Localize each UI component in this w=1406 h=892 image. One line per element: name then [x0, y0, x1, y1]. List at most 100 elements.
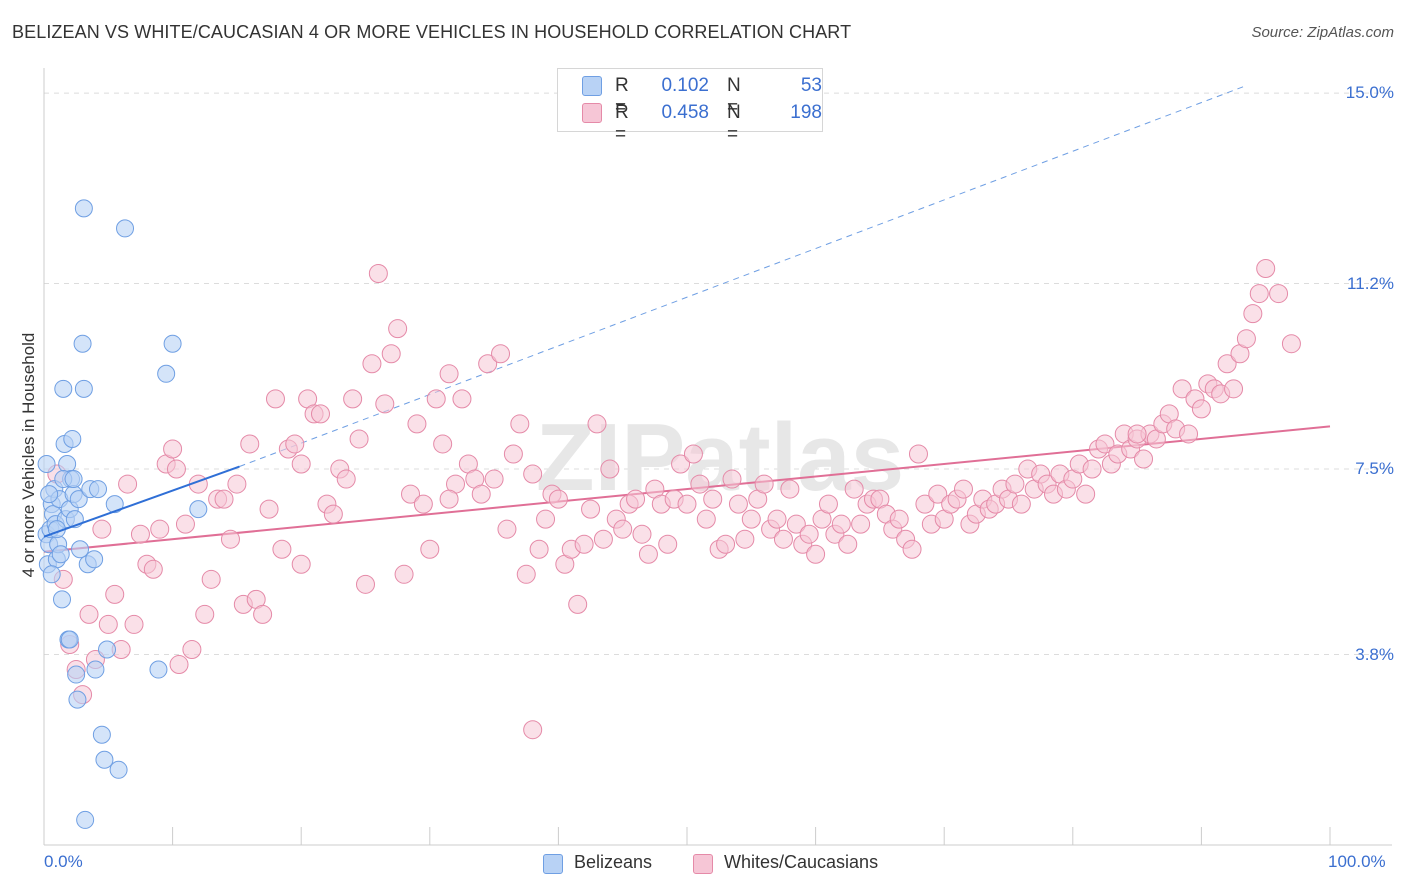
bottom-legend-swatch-blue	[543, 854, 563, 874]
data-point-whites-caucasians	[754, 474, 774, 494]
data-point-whites-caucasians	[484, 469, 504, 489]
data-point-whites-caucasians	[677, 494, 697, 514]
trend-line-belizeans-extension	[239, 85, 1247, 467]
data-point-whites-caucasians	[523, 720, 543, 740]
y-tick-label: 3.8%	[1355, 644, 1394, 664]
legend-r-label: R =	[615, 75, 629, 118]
data-point-belizeans	[149, 660, 168, 679]
data-point-whites-caucasians	[1269, 284, 1289, 304]
data-point-whites-caucasians	[259, 499, 279, 519]
data-point-whites-caucasians	[407, 414, 427, 434]
data-point-whites-caucasians	[529, 539, 549, 559]
data-point-whites-caucasians	[124, 614, 144, 634]
data-point-belizeans	[71, 540, 90, 559]
data-point-whites-caucasians	[1256, 259, 1276, 279]
data-point-belizeans	[58, 455, 77, 474]
data-point-whites-caucasians	[1134, 449, 1154, 469]
data-point-whites-caucasians	[349, 429, 369, 449]
data-point-whites-caucasians	[92, 519, 112, 539]
data-point-whites-caucasians	[1236, 329, 1256, 349]
data-point-whites-caucasians	[1172, 379, 1192, 399]
data-point-whites-caucasians	[632, 524, 652, 544]
data-point-whites-caucasians	[510, 414, 530, 434]
data-point-whites-caucasians	[323, 504, 343, 524]
data-point-whites-caucasians	[716, 534, 736, 554]
data-point-whites-caucasians	[587, 414, 607, 434]
bottom-legend-label: Whites/Caucasians	[724, 852, 879, 872]
data-point-whites-caucasians	[343, 389, 363, 409]
data-point-belizeans	[163, 334, 182, 353]
data-point-belizeans	[85, 550, 104, 569]
data-point-belizeans	[42, 565, 61, 584]
data-point-belizeans	[54, 379, 73, 398]
data-point-whites-caucasians	[844, 479, 864, 499]
data-point-whites-caucasians	[889, 509, 909, 529]
data-point-belizeans	[86, 660, 105, 679]
data-point-whites-caucasians	[98, 614, 118, 634]
x-tick-label-min: 0.0%	[44, 852, 83, 871]
data-point-whites-caucasians	[1224, 379, 1244, 399]
data-point-whites-caucasians	[1179, 424, 1199, 444]
data-point-whites-caucasians	[336, 469, 356, 489]
data-point-whites-caucasians	[1082, 459, 1102, 479]
data-point-belizeans	[67, 665, 86, 684]
y-tick-label: 7.5%	[1355, 459, 1394, 479]
data-point-whites-caucasians	[497, 519, 517, 539]
data-point-whites-caucasians	[799, 524, 819, 544]
data-point-whites-caucasians	[928, 484, 948, 504]
data-point-whites-caucasians	[536, 509, 556, 529]
data-point-whites-caucasians	[1095, 434, 1115, 454]
x-tick-label-max: 100.0%	[1328, 852, 1386, 871]
data-point-belizeans	[73, 334, 92, 353]
data-point-whites-caucasians	[426, 389, 446, 409]
data-point-whites-caucasians	[401, 484, 421, 504]
data-point-whites-caucasians	[413, 494, 433, 514]
data-point-whites-caucasians	[1127, 424, 1147, 444]
data-point-whites-caucasians	[220, 529, 240, 549]
data-point-whites-caucasians	[735, 529, 755, 549]
data-point-whites-caucasians	[439, 364, 459, 384]
data-point-belizeans	[51, 545, 70, 564]
data-point-belizeans	[64, 470, 83, 489]
source-credit: Source: ZipAtlas.com	[1251, 24, 1394, 41]
data-point-whites-caucasians	[626, 489, 646, 509]
data-point-whites-caucasians	[593, 529, 613, 549]
data-point-whites-caucasians	[214, 489, 234, 509]
data-point-whites-caucasians	[581, 499, 601, 519]
data-point-whites-caucasians	[433, 434, 453, 454]
data-point-whites-caucasians	[478, 354, 498, 374]
data-point-whites-caucasians	[574, 534, 594, 554]
data-point-whites-caucasians	[516, 564, 536, 584]
data-point-whites-caucasians	[613, 519, 633, 539]
data-point-whites-caucasians	[375, 394, 395, 414]
legend-n-value: 53	[800, 75, 822, 96]
data-point-whites-caucasians	[253, 604, 273, 624]
data-point-whites-caucasians	[1191, 399, 1211, 419]
data-point-belizeans	[116, 219, 135, 238]
data-point-whites-caucasians	[388, 319, 408, 339]
data-point-whites-caucasians	[291, 454, 311, 474]
data-point-whites-caucasians	[741, 509, 761, 529]
data-point-whites-caucasians	[265, 389, 285, 409]
data-point-whites-caucasians	[503, 444, 523, 464]
data-point-whites-caucasians	[851, 514, 871, 534]
data-point-belizeans	[60, 630, 79, 649]
legend-n-value: 198	[790, 102, 822, 123]
data-point-belizeans	[69, 490, 88, 509]
data-point-whites-caucasians	[683, 444, 703, 464]
data-point-whites-caucasians	[722, 469, 742, 489]
data-point-whites-caucasians	[548, 489, 568, 509]
data-point-belizeans	[63, 429, 82, 448]
data-point-belizeans	[37, 455, 56, 474]
legend-r-value: 0.458	[661, 102, 709, 123]
data-point-whites-caucasians	[143, 559, 163, 579]
data-point-whites-caucasians	[310, 404, 330, 424]
data-point-whites-caucasians	[175, 514, 195, 534]
data-point-whites-caucasians	[362, 354, 382, 374]
data-point-whites-caucasians	[786, 514, 806, 534]
data-point-whites-caucasians	[902, 539, 922, 559]
data-point-whites-caucasians	[182, 639, 202, 659]
data-point-belizeans	[105, 495, 124, 514]
legend-r-value: 0.102	[661, 75, 709, 96]
data-point-whites-caucasians	[728, 494, 748, 514]
